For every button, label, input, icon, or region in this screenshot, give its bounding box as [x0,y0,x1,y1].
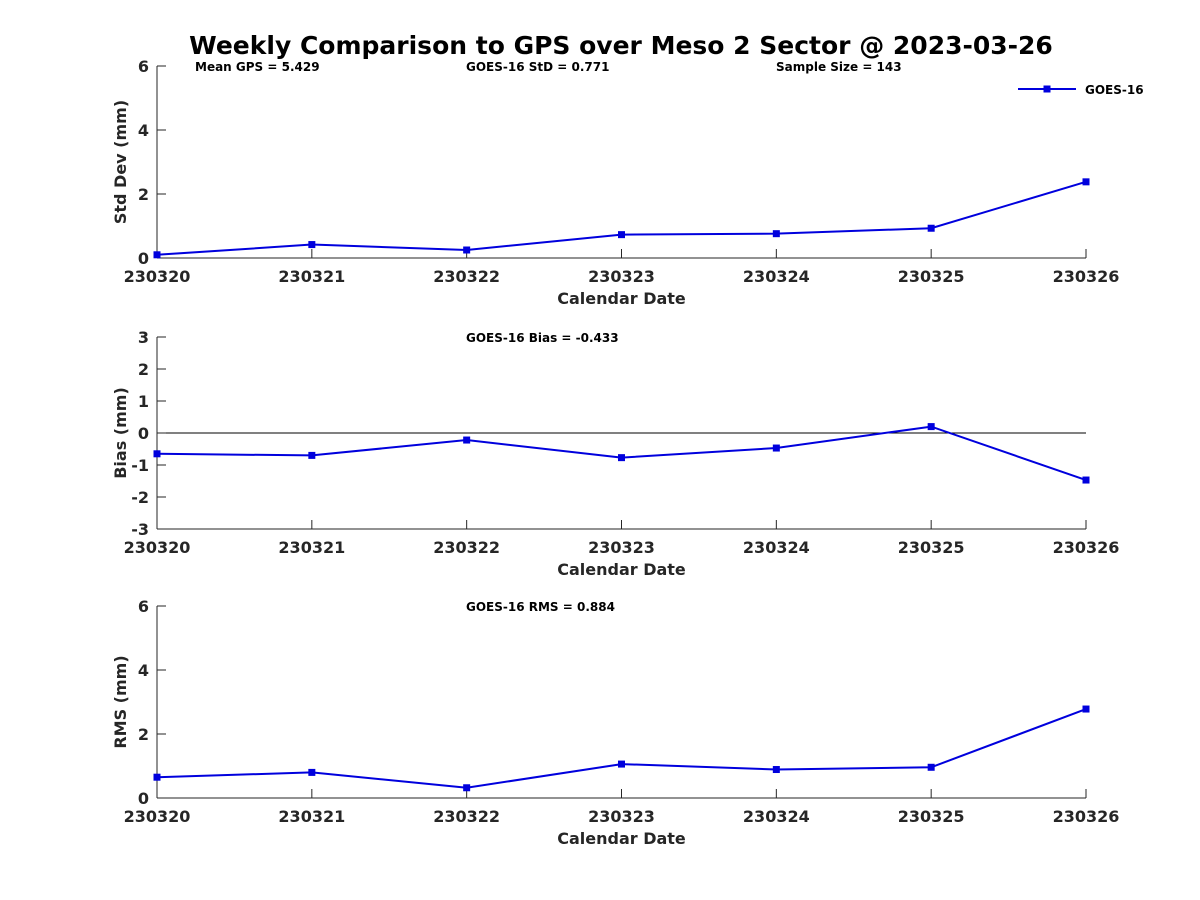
x-tick-label: 230322 [433,807,500,826]
panel-std: 0 2 4 6 230320 230321 230322 230323 230324 230325… [111,57,1144,308]
x-tick-label: 230323 [588,538,655,557]
series-line-goes-16 [156,180,1087,256]
data-point [927,763,935,771]
data-point [772,766,780,774]
series-line-goes-16 [156,425,1087,481]
data-point [308,768,316,776]
x-tick-label: 230321 [278,807,345,826]
y-tick-label: 4 [138,121,149,140]
stat-annotation: Mean GPS = 5.429 [195,60,320,74]
panel-rms: 0 2 4 6 230320 230321 230322 230323 230324 230325… [111,597,1119,848]
x-tick-label: 230326 [1053,807,1120,826]
y-tick-label: -1 [131,456,149,475]
y-axis-label: Std Dev (mm) [111,100,130,224]
x-tick-label: 230321 [278,267,345,286]
y-tick-label: 2 [138,725,149,744]
panel-bias: -3 -2 -1 0 1 2 3 230320 230321 230322 230323 230324… [111,328,1119,579]
data-point [463,246,471,254]
stat-annotation: GOES-16 StD = 0.771 [466,60,609,74]
x-tick-label: 230325 [898,538,965,557]
x-tick-label: 230324 [743,267,810,286]
x-axis-label: Calendar Date [557,289,686,308]
x-axis-label: Calendar Date [557,560,686,579]
x-tick-label: 230324 [743,538,810,557]
y-tick-label: 0 [138,249,149,268]
x-tick-label: 230321 [278,538,345,557]
legend: GOES-16 [1018,83,1144,97]
series-line-goes-16 [156,708,1087,789]
x-tick-label: 230326 [1053,267,1120,286]
data-point [308,241,316,249]
data-point [927,423,935,431]
data-point [772,444,780,452]
data-point [618,231,625,239]
x-tick-label: 230322 [433,538,500,557]
y-tick-label: 6 [138,597,149,616]
x-tick-label: 230325 [898,267,965,286]
data-point [772,230,780,238]
x-tick-label: 230325 [898,807,965,826]
data-point [927,224,935,232]
x-tick-label: 230320 [124,538,191,557]
y-tick-label: -2 [131,488,149,507]
y-tick-label: 0 [138,789,149,808]
data-point [463,436,471,444]
y-axis-label: Bias (mm) [111,387,130,479]
y-tick-label: 1 [138,392,149,411]
x-tick-label: 230320 [124,807,191,826]
y-tick-label: 4 [138,661,149,680]
data-point [618,454,625,462]
legend-label: GOES-16 [1085,83,1144,97]
y-tick-label: 0 [138,424,149,443]
legend-marker [1043,85,1051,93]
stat-annotation: GOES-16 Bias = -0.433 [466,331,619,345]
data-point [1082,178,1090,186]
data-point [463,784,471,792]
stat-annotation: GOES-16 RMS = 0.884 [466,600,615,614]
data-point [1082,476,1090,484]
x-tick-label: 230326 [1053,538,1120,557]
stat-annotation: Sample Size = 143 [776,60,902,74]
y-tick-label: 6 [138,57,149,76]
chart-title: Weekly Comparison to GPS over Meso 2 Sec… [189,31,1053,60]
y-tick-label: -3 [131,520,149,539]
x-tick-label: 230324 [743,807,810,826]
data-point [153,251,161,259]
x-axis-label: Calendar Date [557,829,686,848]
data-point [618,760,625,768]
x-tick-label: 230323 [588,807,655,826]
y-tick-label: 3 [138,328,149,347]
data-point [1082,705,1090,713]
x-tick-label: 230320 [124,267,191,286]
x-tick-label: 230322 [433,267,500,286]
y-axis-label: RMS (mm) [111,655,130,748]
y-tick-label: 2 [138,360,149,379]
data-point [308,451,316,459]
data-point [153,773,161,781]
x-tick-label: 230323 [588,267,655,286]
data-point [153,450,161,458]
y-tick-label: 2 [138,185,149,204]
